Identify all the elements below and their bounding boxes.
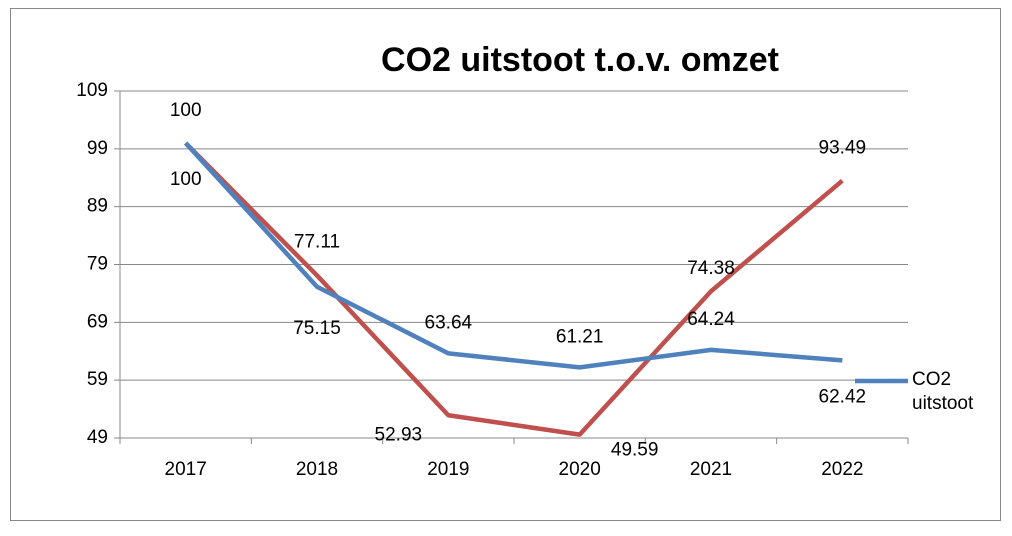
data-label: 62.42 <box>819 386 867 407</box>
data-label: 74.38 <box>687 258 735 279</box>
y-tick-label: 109 <box>76 80 108 101</box>
y-tick-label: 69 <box>87 311 108 332</box>
x-tick-label: 2018 <box>296 459 338 480</box>
data-label: 75.15 <box>293 318 341 339</box>
y-tick-label: 99 <box>87 138 108 159</box>
y-tick-label: 59 <box>87 369 108 390</box>
y-tick-label: 49 <box>87 427 108 448</box>
legend-label: CO2 uitstoot <box>912 369 974 414</box>
data-label: 49.59 <box>611 440 659 461</box>
series-line <box>184 141 844 437</box>
data-label: 63.64 <box>425 312 473 333</box>
series-line <box>184 141 843 370</box>
x-tick-label: 2017 <box>165 459 207 480</box>
data-label: 100 <box>170 169 202 190</box>
x-tick-label: 2022 <box>821 459 863 480</box>
data-label: 93.49 <box>819 138 867 159</box>
data-label: 100 <box>170 100 202 121</box>
data-label: 64.24 <box>687 309 735 330</box>
legend-entry: CO2 uitstoot <box>912 369 974 414</box>
x-tick-label: 2019 <box>427 459 469 480</box>
data-label: 52.93 <box>375 424 423 445</box>
data-label: 77.11 <box>294 231 340 252</box>
data-label: 61.21 <box>556 326 604 347</box>
y-tick-label: 79 <box>87 254 108 275</box>
chart-title: CO2 uitstoot t.o.v. omzet <box>381 41 779 79</box>
x-tick-label: 2020 <box>559 459 601 480</box>
y-tick-label: 89 <box>87 196 108 217</box>
x-tick-label: 2021 <box>690 459 732 480</box>
